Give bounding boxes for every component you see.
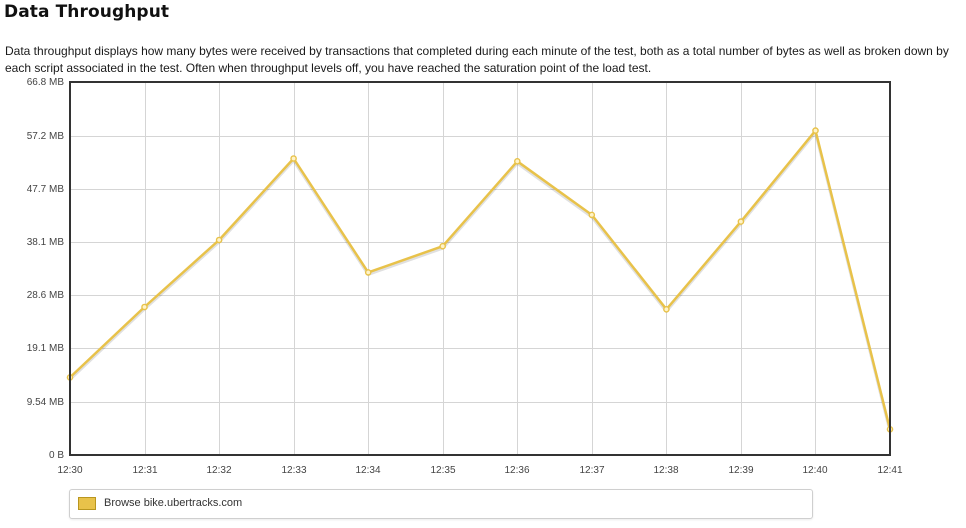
x-tick-label: 12:40 [802,465,827,476]
series-layer [66,127,894,433]
y-tick-label: 38.1 MB [27,237,65,248]
data-point[interactable] [290,155,297,162]
y-tick-label: 28.6 MB [27,290,65,301]
x-tick-label: 12:39 [728,465,753,476]
x-tick-label: 12:31 [132,465,157,476]
data-point[interactable] [215,236,223,244]
y-tick-label: 47.7 MB [27,184,65,195]
y-tick-label: 66.8 MB [27,77,65,88]
series-line-shadow [68,131,892,432]
chart-legend: Browse bike.ubertracks.com [69,489,813,519]
y-tick-label: 9.54 MB [27,397,65,408]
data-point[interactable] [439,242,447,250]
grid-layer [70,82,891,456]
x-tick-label: 12:38 [653,465,678,476]
x-tick-label: 12:33 [281,465,306,476]
x-tick-label: 12:41 [877,465,902,476]
y-tick-label: 19.1 MB [27,343,65,354]
x-tick-label: 12:32 [206,465,231,476]
x-tick-label: 12:35 [430,465,455,476]
legend-swatch [78,497,96,510]
x-tick-label: 12:36 [504,465,529,476]
page-title: Data Throughput [4,2,170,22]
data-point[interactable] [141,303,148,311]
y-tick-label: 0 B [49,450,64,461]
series-line [68,129,892,431]
y-axis-labels: 0 B 9.54 MB 19.1 MB 28.6 MB 38.1 MB 47.7 MB 57… [27,77,65,461]
data-point[interactable] [663,305,670,313]
data-point[interactable] [588,211,596,219]
plot-frame [69,81,891,456]
x-tick-label: 12:37 [579,465,604,476]
data-point[interactable] [514,157,521,165]
x-axis-labels: 12:30 12:31 12:32 12:33 12:34 12:35 12:36 12:37… [57,465,902,476]
legend-label[interactable]: Browse bike.ubertracks.com [104,497,243,509]
data-point[interactable] [364,269,372,276]
data-point[interactable] [812,127,819,134]
page-description: Data throughput displays how many bytes … [5,44,949,75]
data-point[interactable] [737,218,745,225]
x-tick-label: 12:34 [355,465,380,476]
x-tick-label: 12:30 [57,465,82,476]
y-tick-label: 57.2 MB [27,131,65,142]
